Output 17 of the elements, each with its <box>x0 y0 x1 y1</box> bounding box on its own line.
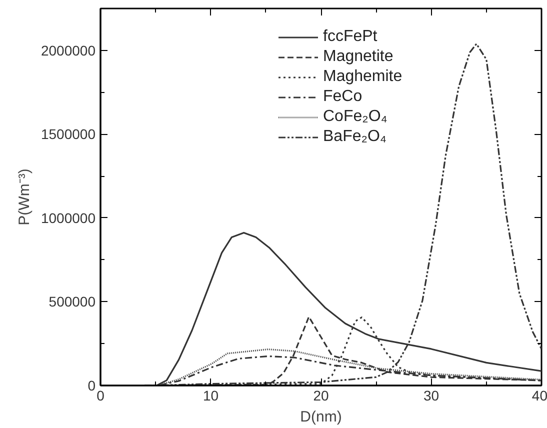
legend-label: CoFe₂O₄ <box>323 108 388 126</box>
legend-label: FeCo <box>323 88 362 106</box>
y-tick-label: 2000000 <box>40 42 96 58</box>
legend-label: Magnetite <box>323 48 394 66</box>
legend-label: fccFePt <box>323 28 378 46</box>
x-tick-label: 10 <box>202 388 219 404</box>
y-tick-label: 1500000 <box>40 126 96 142</box>
x-tick-label: 30 <box>423 388 440 404</box>
legend-label: Maghemite <box>323 68 402 86</box>
x-tick-label: 20 <box>313 388 329 404</box>
y-axis-title: P(Wm⁻³) <box>16 168 33 226</box>
y-tick-label: 1000000 <box>40 210 96 226</box>
legend-label: BaFe₂O₄ <box>323 128 386 146</box>
x-axis-title: D(nm) <box>300 408 342 426</box>
y-tick-label: 0 <box>88 378 96 394</box>
x-tick-label: 40 <box>532 388 547 404</box>
y-tick-label: 500000 <box>48 294 96 310</box>
